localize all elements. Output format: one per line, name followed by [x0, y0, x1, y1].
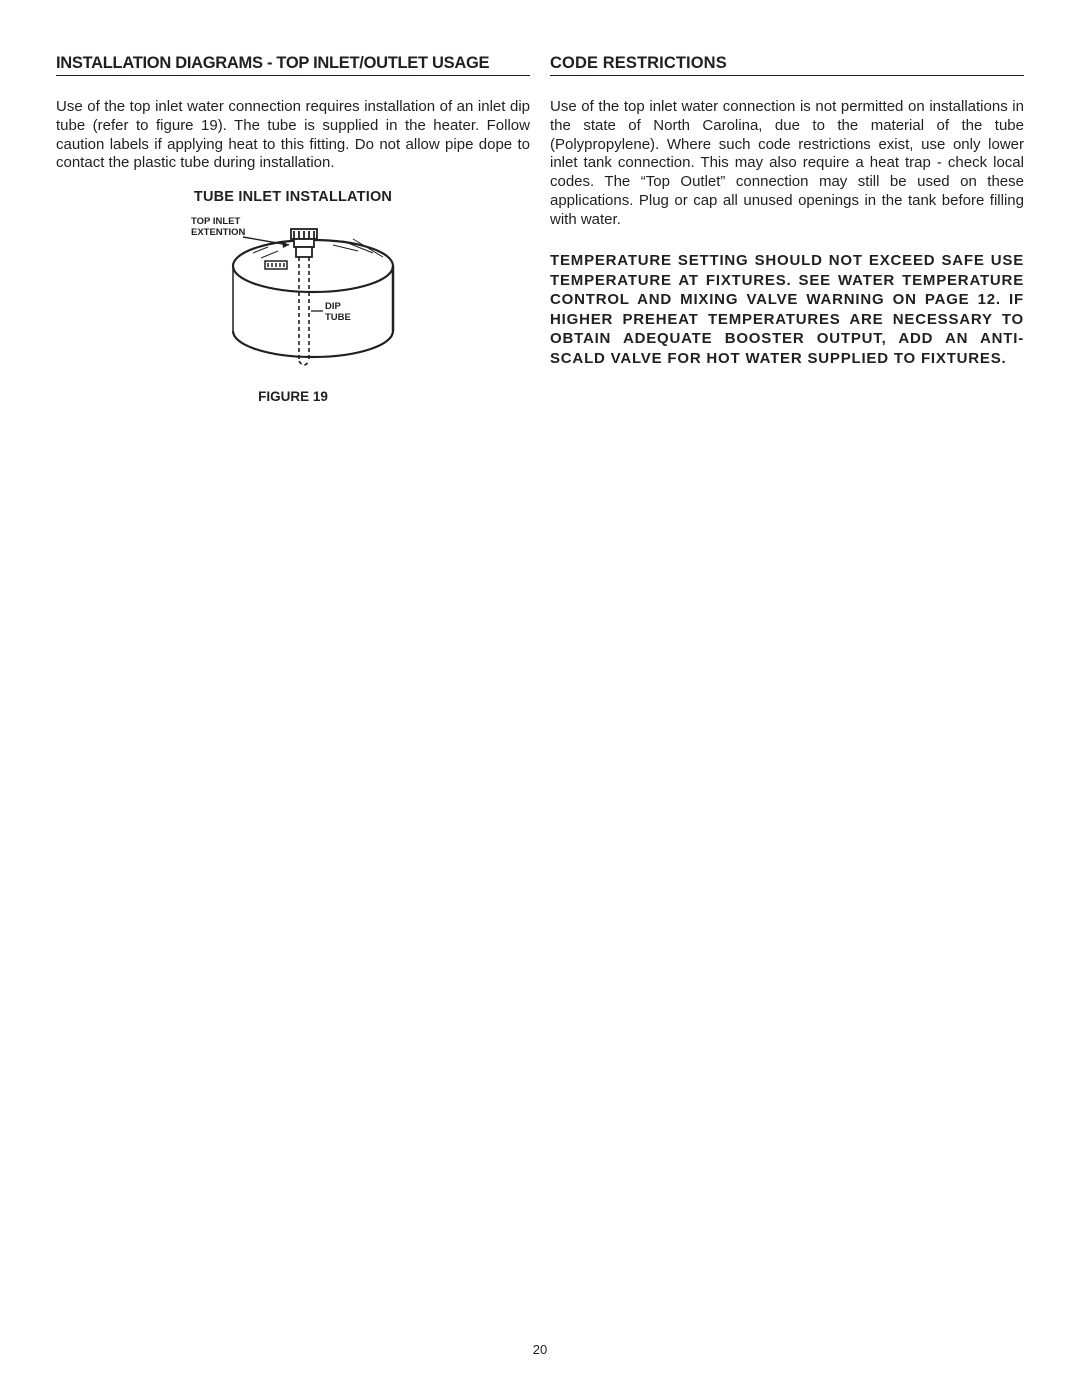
right-paragraph: Use of the top inlet water connection is…: [550, 98, 1024, 229]
tube-inlet-diagram: TOP INLET EXTENTION DIP TUBE: [183, 211, 403, 381]
left-column: INSTALLATION DIAGRAMS - TOP INLET/OUTLET…: [56, 54, 530, 404]
right-bold-paragraph: TEMPERATURE SETTING SHOULD NOT EXCEED SA…: [550, 251, 1024, 368]
two-column-layout: INSTALLATION DIAGRAMS - TOP INLET/OUTLET…: [56, 54, 1024, 404]
label-dip-line1: DIP: [325, 301, 342, 312]
figure-title: TUBE INLET INSTALLATION: [56, 189, 530, 205]
page-number: 20: [0, 1342, 1080, 1357]
left-section-heading: INSTALLATION DIAGRAMS - TOP INLET/OUTLET…: [56, 54, 530, 76]
left-paragraph: Use of the top inlet water connection re…: [56, 98, 530, 173]
label-dip-line2: TUBE: [325, 312, 351, 323]
right-section-heading: CODE RESTRICTIONS: [550, 54, 1024, 76]
right-column: CODE RESTRICTIONS Use of the top inlet w…: [550, 54, 1024, 404]
label-top-inlet-line2: EXTENTION: [191, 227, 246, 238]
figure-caption: FIGURE 19: [56, 389, 530, 404]
page: INSTALLATION DIAGRAMS - TOP INLET/OUTLET…: [0, 0, 1080, 1397]
figure-block: TUBE INLET INSTALLATION: [56, 189, 530, 404]
label-top-inlet-line1: TOP INLET: [191, 216, 240, 227]
